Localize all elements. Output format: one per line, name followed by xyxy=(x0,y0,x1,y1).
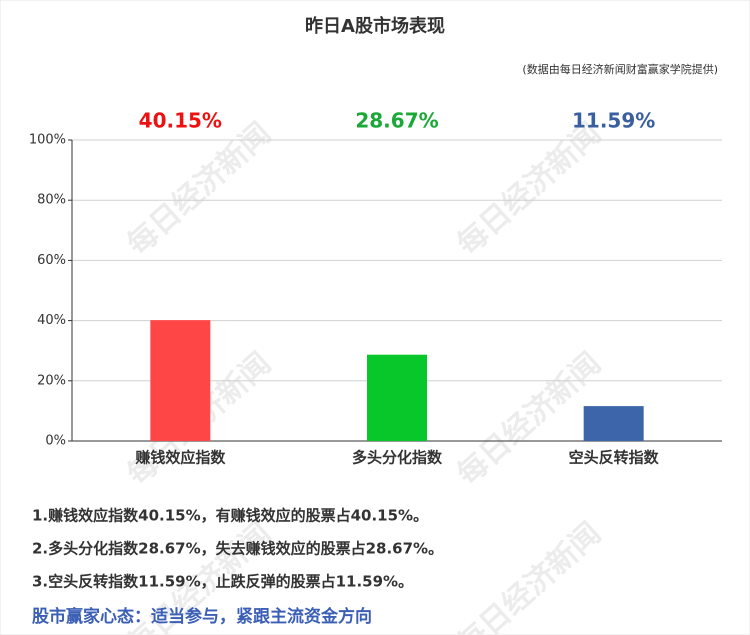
y-tick-label: 20% xyxy=(37,373,66,388)
value-label: 11.59% xyxy=(572,109,655,133)
y-tick-label: 60% xyxy=(37,253,66,268)
y-tick-label: 40% xyxy=(37,313,66,328)
y-tick-label: 80% xyxy=(37,193,66,208)
chart-title: 昨日A股市场表现 xyxy=(305,15,445,37)
footer: 股市赢家心态：适当参与，紧跟主流资金方向 xyxy=(32,606,372,627)
value-label: 28.67% xyxy=(355,109,438,133)
bar xyxy=(367,354,427,441)
x-tick-label: 赚钱效应指数 xyxy=(134,449,226,467)
y-tick-label: 0% xyxy=(45,434,66,449)
note: 3.空头反转指数11.59%，止跌反弹的股票占11.59%。 xyxy=(32,573,413,591)
chart-subtitle: (数据由每日经济新闻财富赢家学院提供) xyxy=(522,62,718,76)
note: 1.赚钱效应指数40.15%，有赚钱效应的股票占40.15%。 xyxy=(32,507,428,525)
bar xyxy=(150,320,211,441)
bar xyxy=(583,406,644,441)
x-tick-label: 多头分化指数 xyxy=(352,449,443,467)
value-label: 40.15% xyxy=(139,109,222,133)
x-tick-label: 空头反转指数 xyxy=(569,449,660,467)
note: 2.多头分化指数28.67%，失去赚钱效应的股票占28.67%。 xyxy=(32,540,443,558)
y-tick-label: 100% xyxy=(29,133,66,148)
